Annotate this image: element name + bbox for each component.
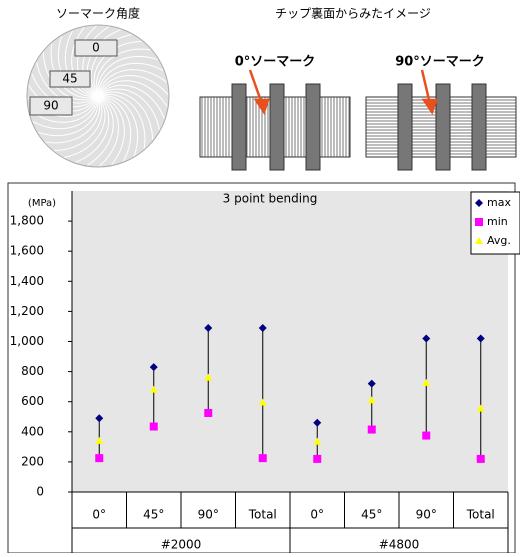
marker-square	[204, 409, 212, 417]
y-tick-label: 600	[21, 394, 44, 408]
chip-label: 90°ソーマーク	[395, 55, 485, 70]
x-tick-label: 45°	[361, 508, 382, 522]
group-label: #4800	[379, 538, 420, 552]
x-tick-label: Total	[248, 508, 277, 522]
legend-label: min	[487, 215, 508, 228]
angle-label: 90	[43, 99, 58, 113]
marker-square	[422, 432, 430, 440]
y-tick-label: 0	[36, 485, 44, 499]
y-tick-label: 1,800	[10, 214, 44, 228]
diagram-title: チップ裏面からみたイメージ	[275, 6, 431, 21]
y-tick-label: 1,200	[10, 304, 44, 318]
x-tick-label: Total	[466, 508, 495, 522]
x-tick-label: 90°	[198, 508, 219, 522]
y-tick-label: 200	[21, 454, 44, 468]
x-tick-label: 0°	[310, 508, 324, 522]
y-tick-label: 1,600	[10, 244, 44, 258]
angle-label: 0	[92, 41, 100, 55]
marker-square	[368, 426, 376, 434]
group-label: #2000	[161, 538, 202, 552]
marker-square	[95, 454, 103, 462]
angle-label: 45	[62, 72, 77, 86]
y-tick-label: 1,400	[10, 274, 44, 288]
y-tick-label: 1,000	[10, 334, 44, 348]
chip-label: 0°ソーマーク	[235, 55, 316, 70]
legend-label: max	[487, 196, 511, 209]
x-tick-label: 0°	[92, 508, 106, 522]
marker-square	[313, 455, 321, 463]
marker-square	[475, 218, 483, 226]
bars	[232, 84, 486, 170]
page: ソーマーク角度 チップ裏面からみたイメージ 0 45 90 0°ソーマーク 90…	[0, 0, 520, 553]
y-tick-label: 400	[21, 424, 44, 438]
x-tick-label: 45°	[143, 508, 164, 522]
legend-label: Avg.	[487, 234, 511, 247]
plot-area	[72, 191, 508, 492]
marker-square	[259, 454, 267, 462]
marker-square	[477, 455, 485, 463]
y-tick-label: 800	[21, 364, 44, 378]
diagram-title: ソーマーク角度	[56, 6, 140, 21]
chart-title: 3 point bending	[223, 192, 318, 206]
x-tick-label: 90°	[416, 508, 437, 522]
diagram: ソーマーク角度 チップ裏面からみたイメージ 0 45 90 0°ソーマーク 90…	[27, 6, 516, 171]
marker-square	[150, 423, 158, 431]
y-unit: (MPa)	[28, 198, 56, 209]
